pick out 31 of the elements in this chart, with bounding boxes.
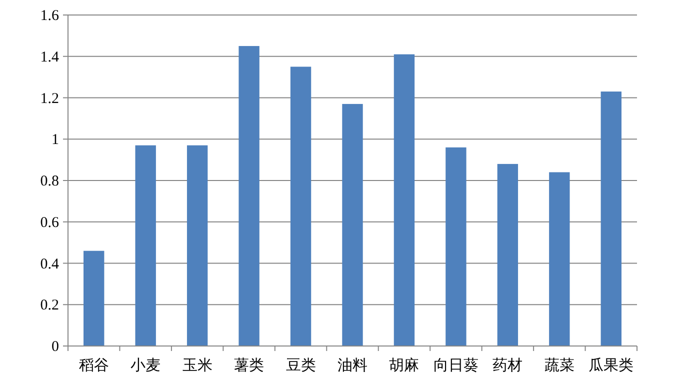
x-tick-label: 向日葵 bbox=[433, 357, 478, 374]
y-tick-label: 1.2 bbox=[40, 90, 59, 107]
y-tick-label: 0.6 bbox=[40, 214, 60, 231]
x-tick-label: 玉米 bbox=[182, 357, 212, 374]
y-tick-label: 1.6 bbox=[40, 8, 60, 24]
bar bbox=[497, 164, 518, 346]
bar bbox=[84, 250, 104, 346]
y-tick-label: 0.8 bbox=[40, 174, 59, 190]
bar bbox=[446, 147, 466, 346]
bar bbox=[186, 145, 208, 346]
x-tick-label: 豆类 bbox=[286, 357, 316, 374]
y-tick-label: 0.2 bbox=[40, 298, 59, 314]
bar bbox=[238, 46, 260, 346]
x-tick-label: 薯类 bbox=[234, 357, 264, 374]
x-tick-label: 蔬菜 bbox=[544, 357, 574, 374]
bar bbox=[290, 66, 312, 346]
x-tick-label: 药材 bbox=[492, 357, 523, 374]
bar bbox=[549, 172, 570, 346]
x-tick-label: 油料 bbox=[338, 357, 368, 374]
y-tick-label: 1.4 bbox=[40, 49, 60, 66]
bar bbox=[600, 92, 622, 346]
y-tick-label: 0 bbox=[52, 339, 59, 355]
y-tick-label: 0.4 bbox=[40, 256, 60, 272]
x-tick-label: 稻谷 bbox=[78, 357, 109, 374]
bar bbox=[342, 104, 363, 346]
y-tick-label: 1 bbox=[52, 132, 59, 148]
bar bbox=[394, 54, 415, 346]
x-tick-label: 瓜果类 bbox=[588, 357, 634, 374]
bar bbox=[135, 145, 156, 346]
x-tick-label: 胡麻 bbox=[389, 357, 420, 374]
x-tick-label: 小麦 bbox=[130, 357, 161, 374]
